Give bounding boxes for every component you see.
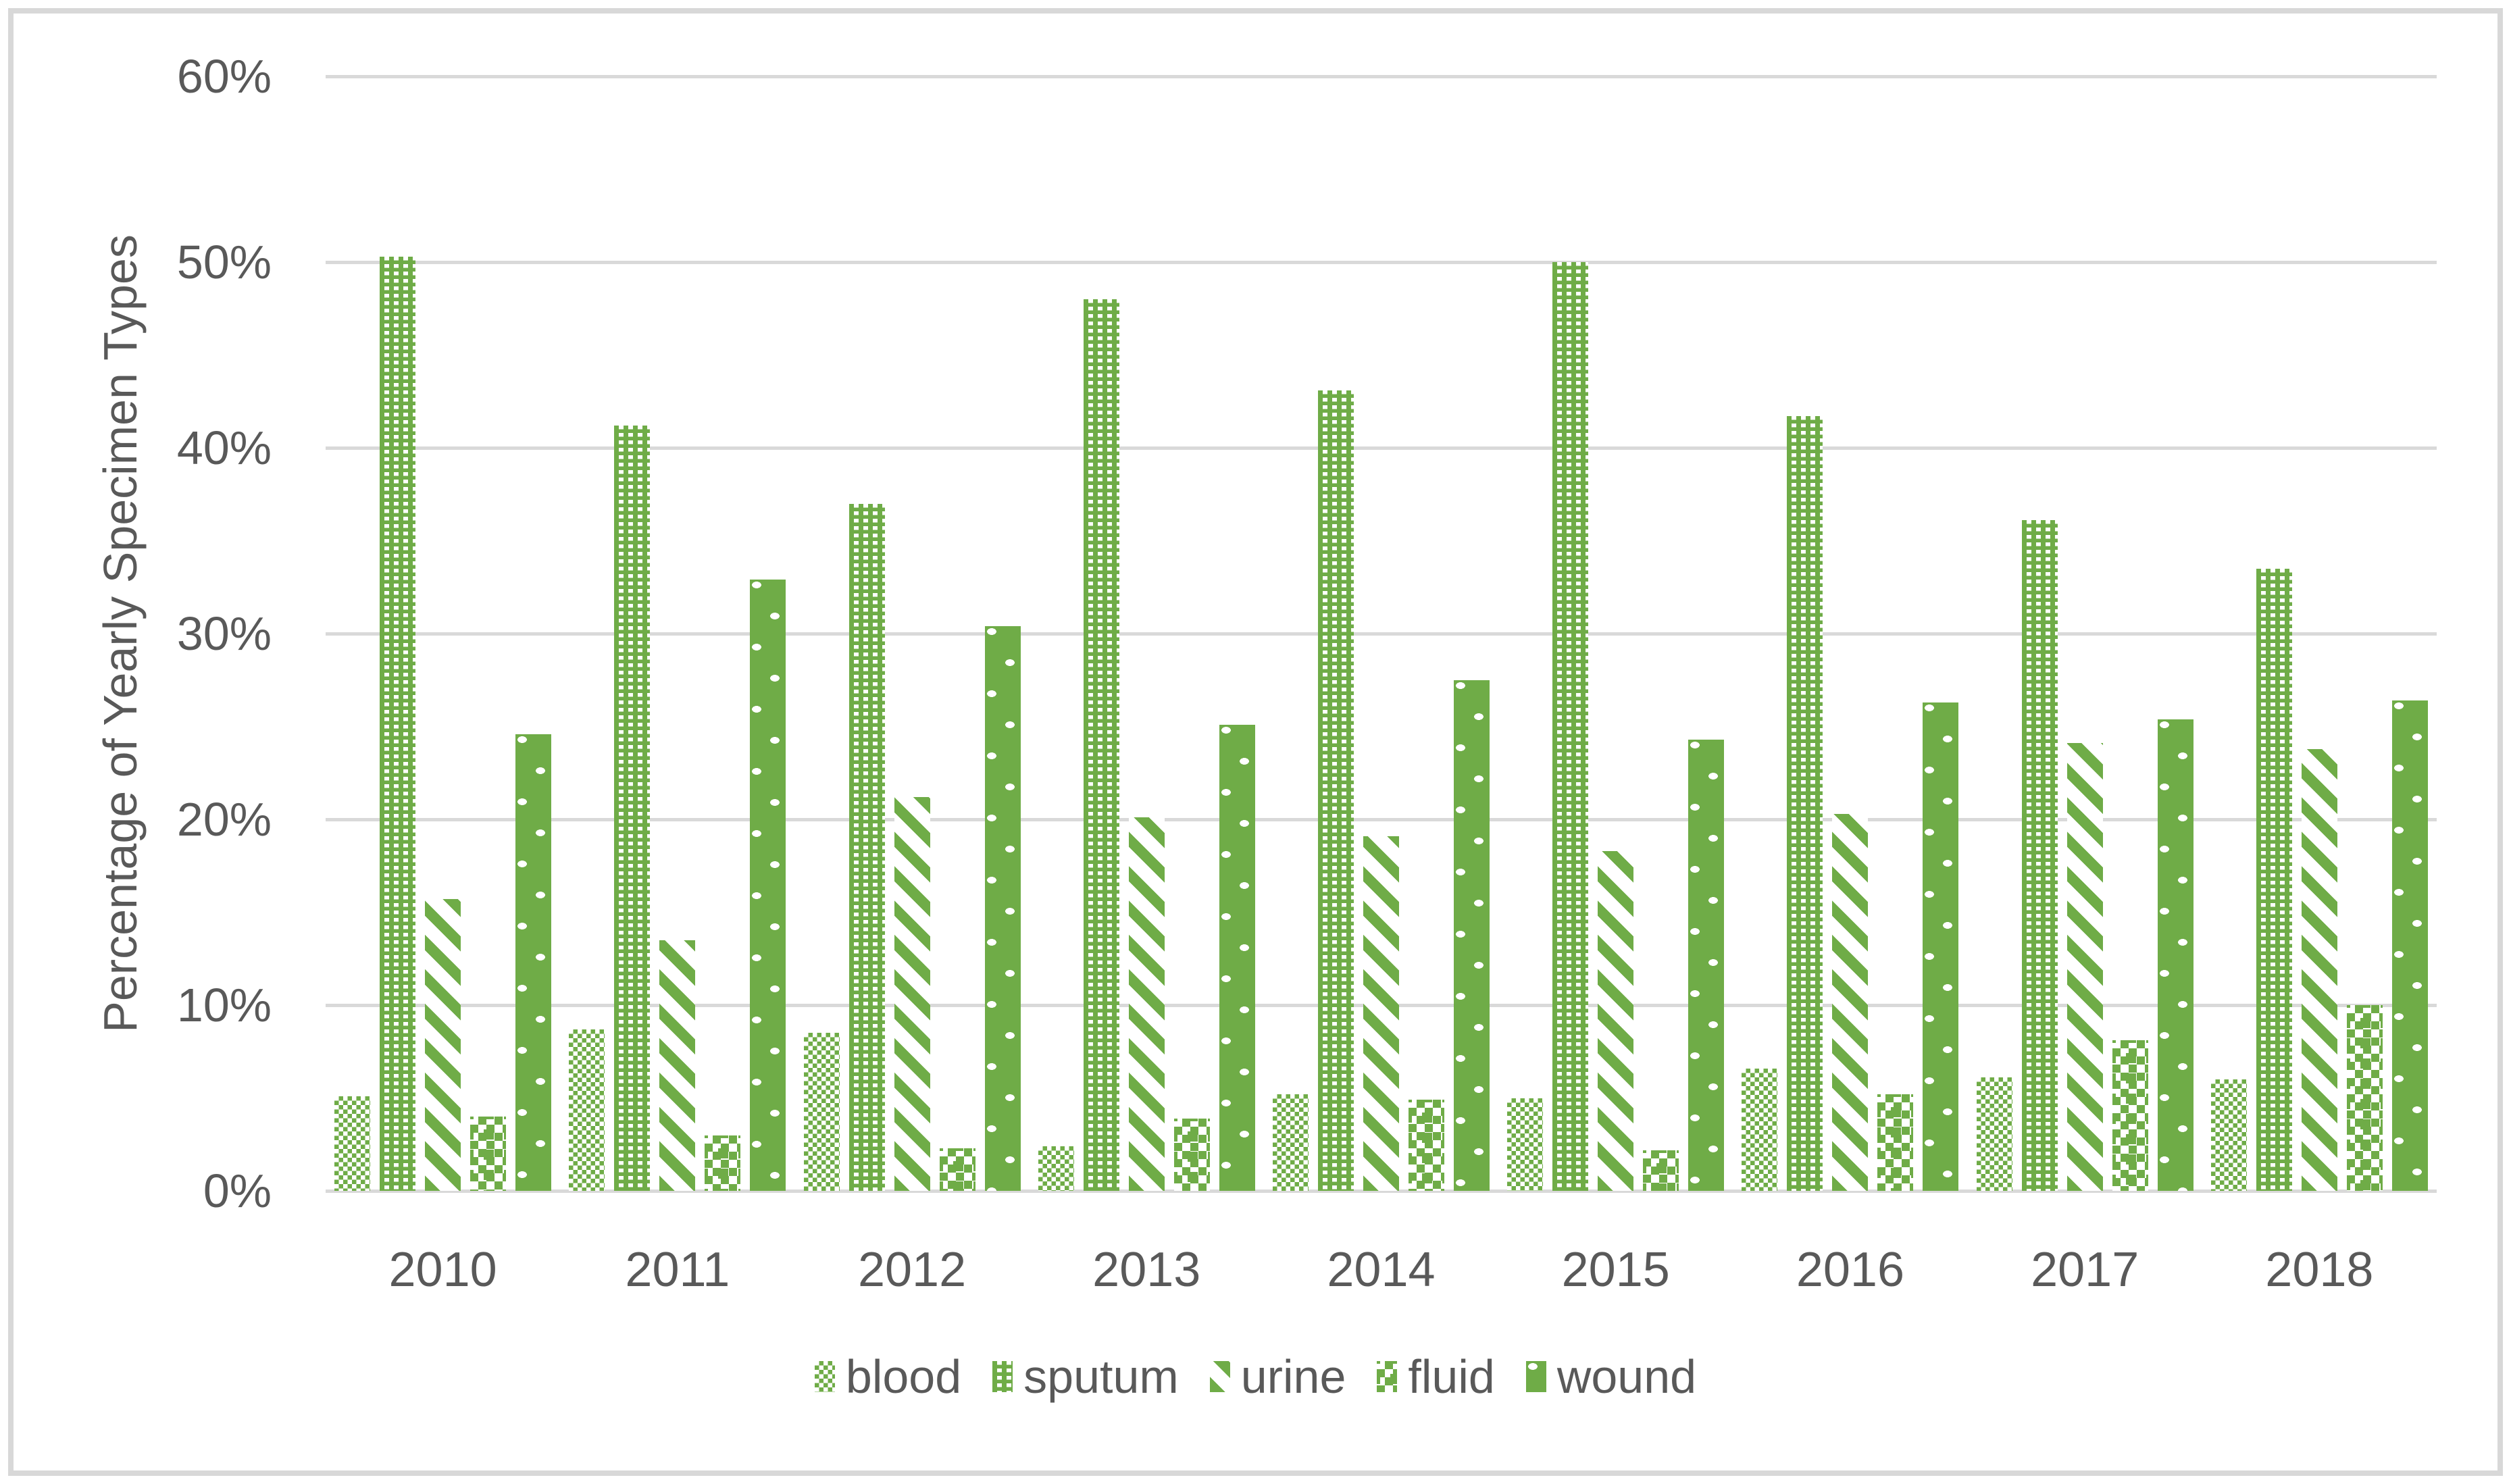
bar-wound-2013 — [1219, 724, 1255, 1191]
legend-label-wound: wound — [1556, 1350, 1697, 1403]
bar-blood-2011 — [569, 1029, 605, 1191]
bar-wound-2010 — [515, 734, 552, 1191]
bar-urine-2018 — [2301, 748, 2337, 1191]
x-tick-label-2014: 2014 — [1327, 1243, 1436, 1297]
legend-label-fluid: fluid — [1408, 1350, 1495, 1403]
y-tick-label-0: 0% — [203, 1165, 272, 1217]
bar-fluid-2014 — [1408, 1100, 1444, 1191]
bar-sputum-2018 — [2256, 568, 2292, 1191]
legend-swatch-sputum-icon — [992, 1361, 1013, 1392]
bar-wound-2012 — [984, 626, 1021, 1191]
legend-label-urine: urine — [1240, 1350, 1346, 1403]
legend-swatch-fluid-icon — [1377, 1361, 1398, 1392]
bar-wound-2016 — [1923, 702, 1959, 1191]
y-tick-label-30: 30% — [176, 607, 272, 660]
bar-sputum-2017 — [2021, 520, 2058, 1191]
bar-group-2014 — [1264, 76, 1498, 1191]
bar-wound-2018 — [2391, 700, 2428, 1191]
bar-blood-2012 — [803, 1033, 840, 1191]
y-tick-label-60: 60% — [176, 50, 272, 103]
bar-blood-2016 — [1742, 1068, 1778, 1191]
legend-item-fluid: fluid — [1377, 1350, 1495, 1404]
bar-group-2011 — [560, 76, 794, 1191]
bar-urine-2017 — [2066, 743, 2103, 1191]
legend-swatch-blood-icon — [814, 1361, 835, 1392]
bar-urine-2016 — [1832, 813, 1869, 1191]
bar-fluid-2011 — [705, 1135, 741, 1191]
bar-wound-2014 — [1453, 680, 1490, 1191]
bar-fluid-2010 — [470, 1117, 507, 1191]
bar-wound-2017 — [2157, 719, 2193, 1191]
bar-group-2010 — [326, 76, 560, 1191]
bar-blood-2018 — [2210, 1079, 2247, 1191]
legend-label-sputum: sputum — [1023, 1350, 1179, 1403]
bar-fluid-2017 — [2112, 1040, 2148, 1191]
x-tick-label-2017: 2017 — [2031, 1243, 2139, 1297]
legend-item-blood: blood — [814, 1350, 962, 1404]
legend-item-sputum: sputum — [992, 1350, 1179, 1404]
gridline-60 — [326, 74, 2437, 78]
x-tick-label-2015: 2015 — [1561, 1243, 1670, 1297]
gridline-0 — [326, 1189, 2437, 1193]
bar-sputum-2013 — [1083, 299, 1119, 1191]
bar-wound-2011 — [750, 580, 786, 1191]
chart-frame — [8, 8, 2503, 1476]
gridline-40 — [326, 446, 2437, 450]
legend-item-urine: urine — [1209, 1350, 1346, 1404]
bar-group-2018 — [2202, 76, 2437, 1191]
bar-group-2013 — [1030, 76, 1264, 1191]
bar-urine-2013 — [1128, 817, 1165, 1191]
bar-sputum-2016 — [1787, 416, 1823, 1191]
bar-urine-2012 — [894, 797, 930, 1191]
bar-group-2017 — [1968, 76, 2202, 1191]
y-tick-label-40: 40% — [176, 421, 272, 474]
plot-area — [326, 74, 2437, 1193]
y-tick-label-50: 50% — [176, 236, 272, 288]
y-tick-label-10: 10% — [176, 979, 272, 1031]
bar-group-2016 — [1733, 76, 1967, 1191]
bar-blood-2015 — [1507, 1098, 1544, 1191]
legend-label-blood: blood — [845, 1350, 962, 1403]
bar-sputum-2014 — [1317, 390, 1354, 1191]
bar-urine-2015 — [1598, 850, 1634, 1191]
bar-group-2015 — [1498, 76, 1733, 1191]
bar-sputum-2010 — [380, 256, 416, 1191]
bar-sputum-2012 — [848, 503, 885, 1191]
gridline-20 — [326, 817, 2437, 821]
bar-urine-2014 — [1363, 836, 1399, 1191]
y-tick-label-20: 20% — [176, 793, 272, 846]
bar-fluid-2013 — [1173, 1118, 1210, 1191]
legend-swatch-urine-icon — [1209, 1361, 1230, 1392]
x-tick-label-2013: 2013 — [1092, 1243, 1201, 1297]
bar-sputum-2015 — [1552, 262, 1589, 1191]
bar-fluid-2015 — [1643, 1150, 1679, 1191]
x-tick-label-2012: 2012 — [857, 1243, 967, 1297]
bar-sputum-2011 — [614, 426, 651, 1191]
bar-group-2012 — [794, 76, 1029, 1191]
gridline-50 — [326, 260, 2437, 264]
x-tick-label-2010: 2010 — [388, 1243, 497, 1297]
bar-blood-2010 — [334, 1096, 371, 1191]
x-tick-label-2018: 2018 — [2265, 1243, 2374, 1297]
bar-urine-2010 — [425, 899, 461, 1191]
bar-blood-2013 — [1038, 1146, 1074, 1191]
bar-wound-2015 — [1688, 739, 1725, 1191]
legend-item-wound: wound — [1525, 1350, 1697, 1404]
legend: blood sputum urine fluid wound — [0, 1350, 2511, 1404]
legend-swatch-wound-icon — [1525, 1361, 1546, 1392]
bar-urine-2011 — [659, 940, 696, 1191]
bar-fluid-2018 — [2346, 1005, 2383, 1191]
bar-fluid-2016 — [1877, 1094, 1914, 1191]
x-tick-label-2016: 2016 — [1796, 1243, 1905, 1297]
x-tick-label-2011: 2011 — [625, 1243, 730, 1297]
bar-fluid-2012 — [939, 1148, 975, 1191]
bar-blood-2017 — [1976, 1077, 2012, 1191]
bar-blood-2014 — [1272, 1094, 1309, 1191]
gridline-30 — [326, 632, 2437, 636]
